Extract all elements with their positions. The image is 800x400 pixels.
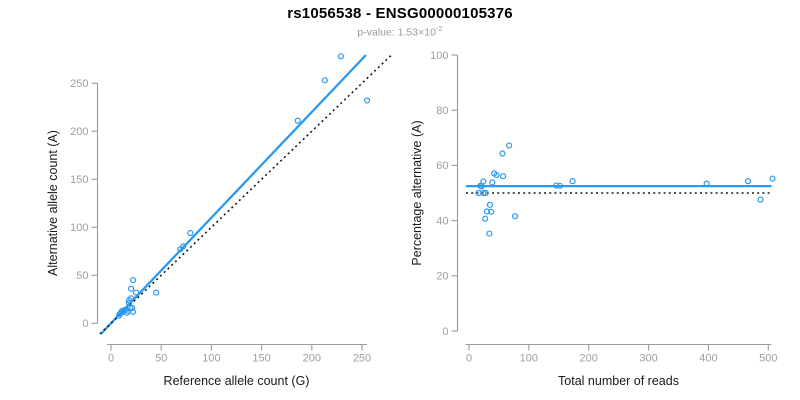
y-tick-label: 20 <box>436 271 448 283</box>
data-point <box>475 189 482 197</box>
data-point <box>129 276 137 284</box>
y-tick-label: 100 <box>430 50 448 62</box>
data-point <box>703 180 710 187</box>
data-point <box>491 170 498 177</box>
data-point <box>116 310 124 317</box>
x-tick-label: 150 <box>252 353 270 365</box>
x-tick-label: 250 <box>353 353 371 365</box>
regression-line <box>99 54 367 335</box>
x-tick-label: 200 <box>580 353 598 365</box>
data-point <box>187 229 194 237</box>
x-tick-label: 400 <box>699 353 717 365</box>
data-point <box>511 213 519 220</box>
x-tick-label: 0 <box>466 353 472 365</box>
identity-line <box>99 54 393 335</box>
y-tick-label: 60 <box>436 160 448 172</box>
right-y-axis-title: Percentage alternative (A) <box>410 120 424 265</box>
left-scatter-panel: 0 50 100 150 200 250 0 50 100 150 200 250 <box>70 53 393 365</box>
y-tick-label: 80 <box>436 105 448 117</box>
left-y-axis-title: Alternative allele count (A) <box>46 130 60 276</box>
data-point <box>180 243 187 250</box>
p-value-text: p-value: 1.53×10 <box>357 26 436 39</box>
data-point <box>486 230 493 237</box>
y-tick-label: 0 <box>82 318 88 330</box>
data-point <box>499 150 506 157</box>
x-tick-label: 200 <box>303 353 321 365</box>
data-point <box>488 208 495 215</box>
data-point <box>128 304 136 312</box>
right-x-axis-title: Total number of reads <box>558 374 679 388</box>
data-point <box>153 289 160 296</box>
data-point <box>506 142 513 149</box>
data-point <box>363 97 371 104</box>
data-point <box>489 179 496 186</box>
left-x-axis-title: Reference allele count (G) <box>164 374 310 388</box>
y-tick-label: 40 <box>436 215 448 227</box>
data-point <box>123 309 131 316</box>
data-point <box>556 182 564 189</box>
y-tick-label: 0 <box>442 326 448 338</box>
data-point <box>483 208 491 215</box>
x-tick-label: 0 <box>108 353 114 365</box>
y-tick-label: 250 <box>70 78 88 90</box>
data-point <box>127 285 135 292</box>
x-tick-label: 300 <box>639 353 657 365</box>
x-tick-label: 100 <box>202 353 220 365</box>
data-point <box>125 297 133 304</box>
data-point <box>337 53 345 60</box>
y-tick-label: 50 <box>76 270 88 282</box>
data-point <box>482 189 489 197</box>
data-point <box>482 215 489 222</box>
data-point <box>553 182 560 189</box>
data-point <box>569 178 576 185</box>
x-tick-label: 500 <box>759 353 777 365</box>
data-point <box>294 117 301 124</box>
data-point <box>744 178 752 185</box>
x-tick-label: 100 <box>520 353 538 365</box>
p-value-exponent: -2 <box>435 24 443 33</box>
data-point <box>486 201 494 208</box>
data-point <box>321 77 328 84</box>
data-point <box>500 173 507 180</box>
data-point <box>129 308 137 315</box>
y-tick-label: 100 <box>70 222 88 234</box>
data-point <box>477 182 484 189</box>
chart-title: rs1056538 - ENSG00000105376 <box>287 5 513 22</box>
data-point <box>769 175 776 182</box>
right-scatter-panel: 0 20 40 60 80 100 0 100 200 300 400 500 <box>430 50 777 365</box>
y-tick-label: 200 <box>70 126 88 138</box>
chart-subtitle: p-value: 1.53×10-2 <box>0 24 800 39</box>
data-point <box>757 196 764 203</box>
x-tick-label: 50 <box>155 353 167 365</box>
data-point <box>133 289 140 296</box>
y-tick-label: 150 <box>70 174 88 186</box>
